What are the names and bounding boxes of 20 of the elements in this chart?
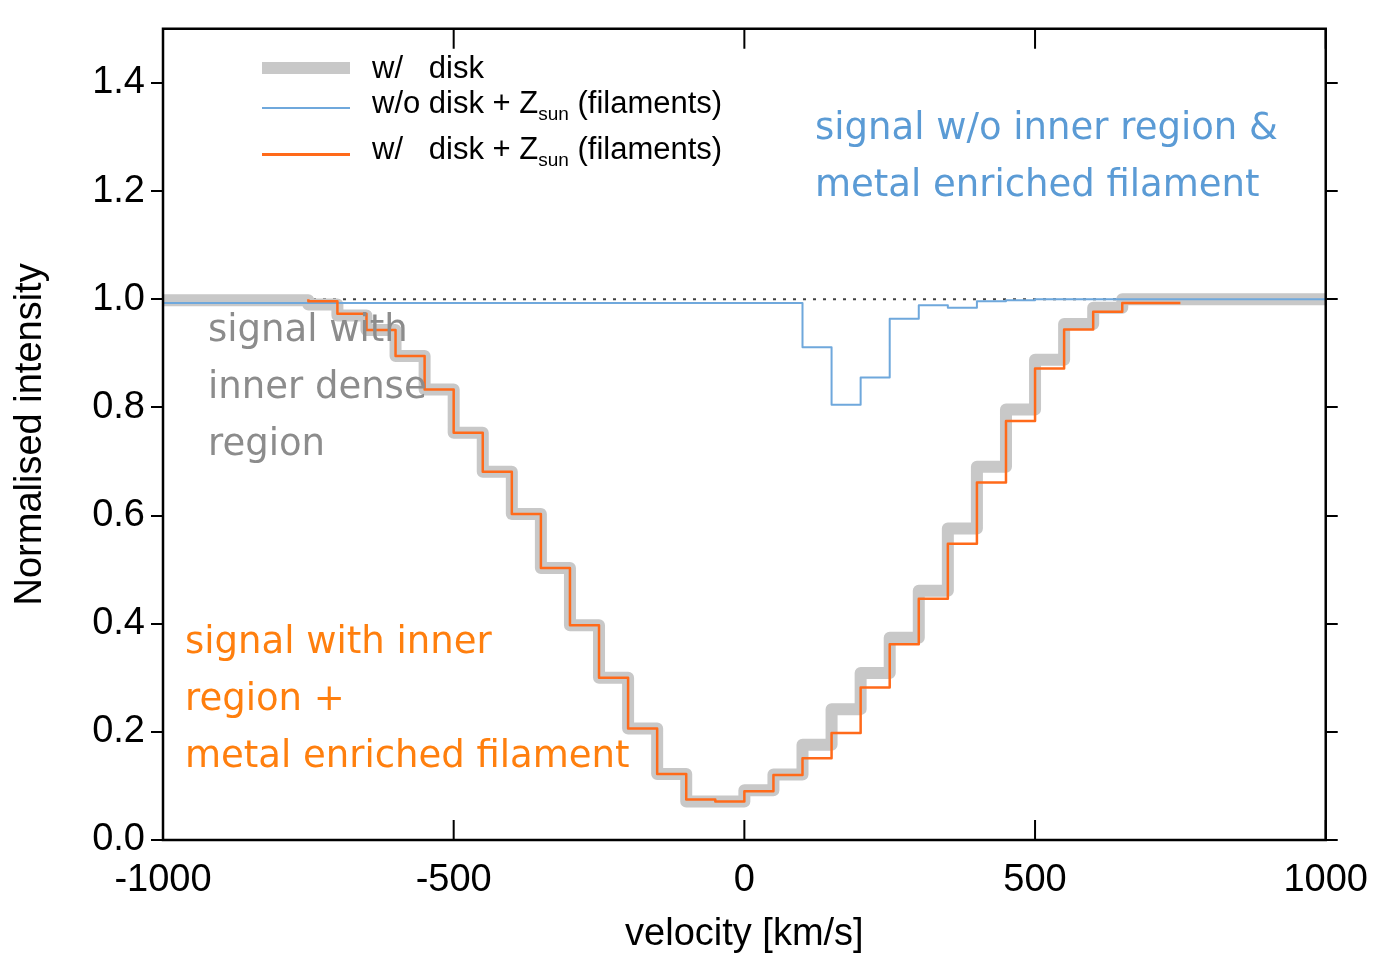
y-tick-label: 0.6 [92, 492, 145, 534]
y-tick-label: 1.4 [92, 59, 145, 102]
y-tick-label: 0.4 [92, 600, 145, 643]
annotation: signal with inner region + metal enriched filament [185, 618, 630, 778]
x-tick-label: 0 [733, 857, 755, 900]
y-axis-title: Normalised intensity [7, 263, 50, 606]
y-tick-label: 1.0 [92, 275, 145, 318]
legend-label: w/o disk + Z$_{sun}$ (filaments) [372, 85, 723, 127]
x-tick-label: -500 [415, 857, 492, 900]
y-tick-label: 0.8 [92, 383, 145, 426]
x-tick-label: 500 [1003, 857, 1067, 900]
x-tick-label: 1000 [1283, 857, 1369, 900]
legend-label: w/ disk [372, 50, 484, 85]
y-tick-label: 0.2 [92, 708, 145, 751]
y-tick-label: 0.0 [92, 816, 145, 859]
y-tick-label: 1.2 [92, 167, 145, 210]
x-tick-label: -1000 [114, 857, 212, 900]
x-axis-title: velocity [km/s] [625, 910, 864, 953]
legend-label: w/ disk + Z$_{sun}$ (filaments) [372, 131, 723, 173]
annotation: signal w/o inner region & metal enriched filament [815, 104, 1278, 207]
